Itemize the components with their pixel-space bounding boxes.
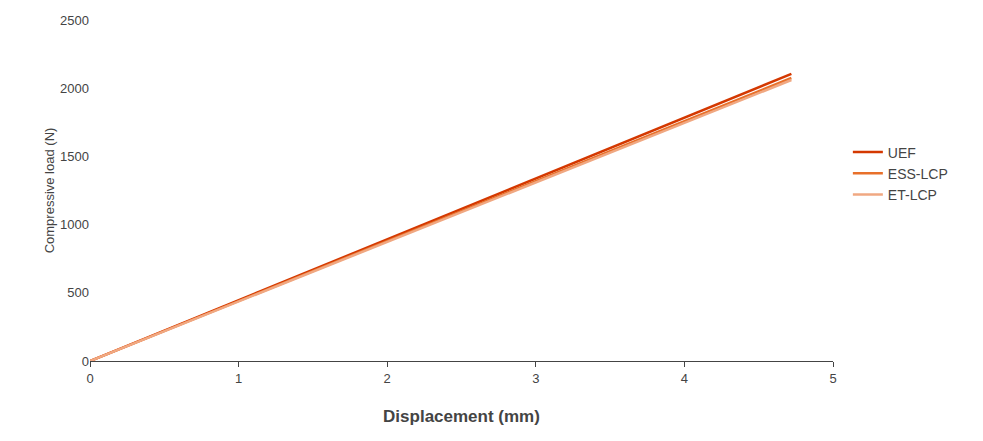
svg-text:1500: 1500 [60, 149, 89, 164]
svg-text:2000: 2000 [60, 81, 89, 96]
svg-text:ET-LCP: ET-LCP [888, 187, 937, 203]
svg-text:4: 4 [681, 371, 688, 386]
svg-text:Displacement (mm): Displacement (mm) [383, 407, 540, 426]
svg-text:0: 0 [82, 354, 89, 369]
svg-text:5: 5 [829, 371, 836, 386]
svg-text:1: 1 [235, 371, 242, 386]
svg-text:2: 2 [384, 371, 391, 386]
svg-text:1000: 1000 [60, 217, 89, 232]
svg-text:500: 500 [67, 285, 89, 300]
svg-text:UEF: UEF [888, 145, 916, 161]
svg-text:ESS-LCP: ESS-LCP [888, 166, 948, 182]
svg-text:3: 3 [532, 371, 539, 386]
svg-text:2500: 2500 [60, 13, 89, 28]
svg-text:Compressive load (N): Compressive load (N) [42, 128, 57, 254]
svg-text:0: 0 [86, 371, 93, 386]
